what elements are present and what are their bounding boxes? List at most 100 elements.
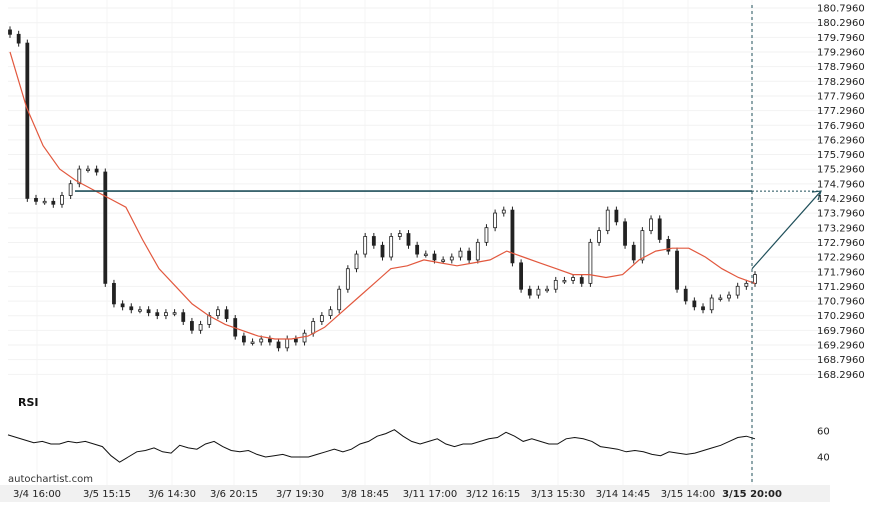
x-tick-label: 3/12 16:15 [466,489,520,500]
candle-body [605,209,610,232]
candle-body [597,230,601,243]
x-tick-label: 3/8 18:45 [341,489,389,500]
y-tick-label: 170.2960 [817,311,865,322]
y-tick-label: 169.2960 [817,341,865,352]
candle-body [397,233,402,237]
y-tick-label: 180.2960 [817,18,865,29]
forecast-arrow-head [811,190,822,201]
candle-body [276,341,281,349]
candle-body [16,33,21,44]
y-tick-label: 168.7960 [817,355,865,366]
rsi-label: RSI [18,396,39,409]
candle-body [345,268,350,290]
candle-body [86,168,90,171]
candle-body [753,274,757,284]
candle-body [68,183,73,196]
x-tick-label: 3/6 14:30 [148,489,196,500]
y-gridlines [8,7,830,375]
forecast-arrow-shaft [751,190,822,270]
candle-body [657,218,662,240]
candle-body [579,277,584,284]
rsi-axis-labels: 60 40 [817,427,830,464]
candle-body [519,262,524,290]
candle-body [216,309,220,317]
candle-body [458,250,463,258]
candle-body [224,309,229,319]
x-axis-band [0,485,830,502]
candle-body [120,303,125,308]
candle-body [588,241,593,284]
brand-label: autochartist.com [8,474,93,485]
candle-body [34,197,38,202]
candle-body [155,312,160,317]
y-tick-label: 174.2960 [817,194,865,205]
candle-body [77,168,82,185]
y-tick-label: 170.7960 [817,297,865,308]
candle-body [129,306,134,311]
candle-body [467,250,472,261]
candle-body [527,288,532,296]
y-tick-label: 172.2960 [817,253,865,264]
candle-body [709,297,714,311]
candle-body [198,323,203,331]
candle-body [293,338,298,343]
candle-body [623,221,627,246]
candle-body [631,244,636,261]
candle-body [406,233,411,246]
candle-body [553,280,558,290]
candle-body [536,288,541,296]
rsi-tick-label: 60 [817,427,830,438]
candle-body [675,250,679,290]
candle-body [571,277,575,281]
y-tick-label: 173.7960 [817,209,865,220]
candle-body [51,200,56,205]
y-tick-label: 177.7960 [817,91,865,102]
candle-body [25,42,30,199]
x-tick-label: 3/5 15:15 [83,489,131,500]
rsi-tick-label: 40 [817,453,830,464]
x-tick-label: 3/4 16:00 [13,489,61,500]
moving-average-line [9,51,756,340]
y-tick-label: 171.7960 [817,267,865,278]
candle-body [545,288,549,292]
y-tick-label: 176.2960 [817,135,865,146]
candle-body [103,171,108,284]
y-tick-label: 169.7960 [817,326,865,337]
y-tick-label: 173.2960 [817,223,865,234]
candle-body [259,338,264,343]
candle-body [683,288,688,302]
candle-body [744,282,749,287]
candle-body [415,244,420,255]
candle-body [614,209,619,223]
candle-body [337,288,342,311]
candle-body [692,300,697,308]
candle-body [328,309,333,317]
y-tick-label: 175.2960 [817,165,865,176]
y-tick-label: 177.2960 [817,106,865,117]
candle-body [475,241,480,261]
y-tick-label: 172.7960 [817,238,865,249]
y-tick-label: 179.2960 [817,48,865,59]
y-axis-labels: 180.7960 180.2960 179.7960 179.2960 178.7960… [817,4,865,381]
rsi-line [7,429,756,463]
candle-body [735,285,740,296]
candle-body [649,218,653,232]
candle-body [302,332,307,343]
candle-body [181,312,186,322]
candle-body [380,244,385,258]
y-tick-label: 176.7960 [817,121,865,132]
candle-body [727,294,731,299]
x-tick-label: 3/14 14:45 [596,489,650,500]
candle-body [190,321,194,331]
candle-body [432,253,437,261]
candle-body [250,341,255,344]
candle-body [285,338,290,349]
candle-body [484,227,489,243]
x-axis-labels: 3/4 16:00 3/5 15:15 3/6 14:30 3/6 20:15 3/7 … [13,489,782,500]
candle-body [363,236,368,255]
candle-body [666,239,671,252]
y-tick-label: 180.7960 [817,4,865,15]
x-tick-label: 3/11 17:00 [403,489,457,500]
candle-body [94,168,99,173]
